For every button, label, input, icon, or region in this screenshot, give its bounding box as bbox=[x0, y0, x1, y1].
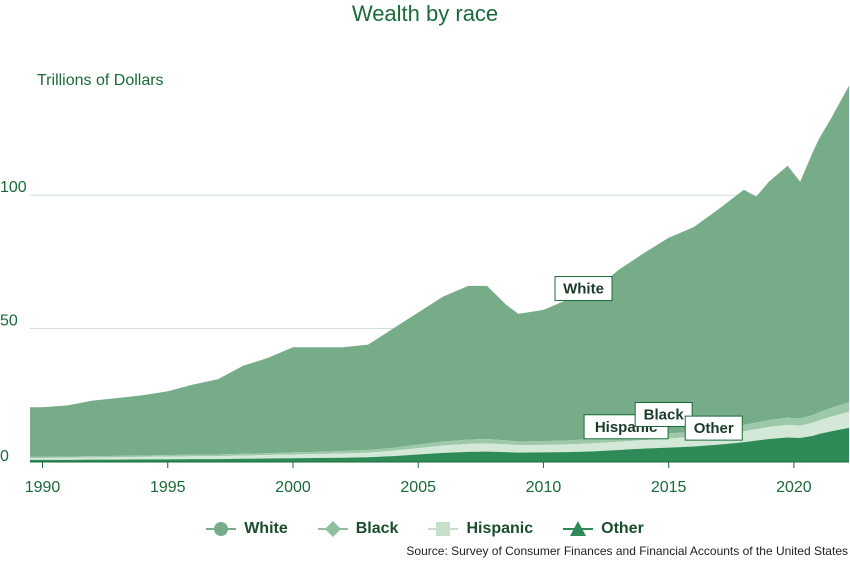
y-axis-label: Trillions of Dollars bbox=[37, 72, 164, 89]
x-tick-label: 2000 bbox=[275, 479, 311, 496]
square-icon bbox=[428, 522, 459, 536]
annotation-label: Black bbox=[644, 406, 685, 423]
x-tick-label: 1995 bbox=[150, 479, 186, 496]
area-chart: 0 50 100 1990 1995 2000 2005 2010 2015 2020 White… bbox=[0, 85, 849, 496]
y-tick-label: 0 bbox=[0, 448, 9, 465]
legend-label: Hispanic bbox=[466, 520, 534, 537]
axes: 0 50 100 1990 1995 2000 2005 2010 2015 2020 bbox=[0, 179, 849, 496]
legend-item-black[interactable]: Black bbox=[317, 516, 399, 542]
circle-icon bbox=[206, 522, 237, 536]
chart-title: Wealth by race bbox=[351, 1, 499, 26]
legend-item-white[interactable]: White bbox=[206, 516, 288, 542]
annotation-label: White bbox=[563, 281, 604, 298]
legend-item-other[interactable]: Other bbox=[563, 516, 644, 542]
legend-label: Other bbox=[601, 520, 644, 537]
x-tick-label: 2020 bbox=[776, 479, 812, 496]
area-white bbox=[30, 85, 849, 457]
legend: White Black Hispanic Other bbox=[0, 516, 850, 542]
area-hispanic bbox=[30, 411, 849, 460]
series-areas bbox=[30, 85, 849, 462]
annotation-white: White bbox=[554, 276, 613, 302]
source-note: Source: Survey of Consumer Finances and … bbox=[406, 544, 848, 558]
x-tick-label: 1990 bbox=[25, 479, 61, 496]
legend-label: Black bbox=[355, 520, 399, 537]
y-tick-label: 100 bbox=[0, 179, 27, 196]
legend-label: White bbox=[244, 520, 288, 537]
annotation-box bbox=[634, 401, 693, 427]
x-tick-label: 2010 bbox=[526, 479, 562, 496]
legend-item-hispanic[interactable]: Hispanic bbox=[428, 516, 533, 542]
annotation-box bbox=[554, 276, 613, 302]
x-tick-label: 2015 bbox=[651, 479, 687, 496]
triangle-icon bbox=[563, 521, 594, 536]
annotation-label: Other bbox=[694, 420, 734, 437]
diamond-icon bbox=[317, 521, 348, 537]
annotation-other: Other bbox=[684, 415, 743, 441]
x-tick-label: 2005 bbox=[400, 479, 436, 496]
area-other bbox=[30, 427, 849, 462]
annotation-black: Black bbox=[634, 401, 693, 427]
annotation-box bbox=[684, 415, 743, 441]
y-tick-label: 50 bbox=[0, 313, 18, 330]
